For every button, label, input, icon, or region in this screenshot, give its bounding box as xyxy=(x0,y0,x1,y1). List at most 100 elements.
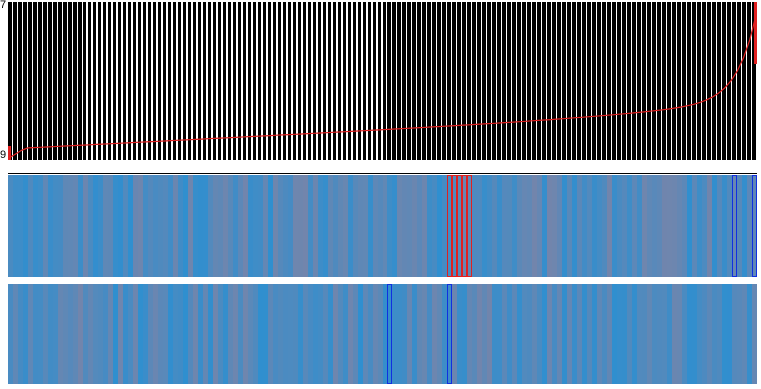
bar xyxy=(672,2,676,160)
bar xyxy=(277,2,282,160)
bar xyxy=(97,2,102,160)
stripe xyxy=(322,175,329,277)
stripe xyxy=(487,284,493,384)
bar xyxy=(737,2,741,160)
stripe xyxy=(537,284,543,384)
stripe xyxy=(442,284,448,384)
stripe xyxy=(697,284,703,384)
stripe xyxy=(327,284,334,384)
stripe xyxy=(702,284,708,384)
bar xyxy=(702,2,706,160)
red-highlight-box[interactable] xyxy=(462,175,468,277)
stripe xyxy=(67,175,74,277)
stripe xyxy=(697,175,703,277)
blue-highlight-box[interactable] xyxy=(732,175,737,277)
stripe xyxy=(332,175,339,277)
stripe xyxy=(92,284,99,384)
stripe xyxy=(172,284,179,384)
stripe xyxy=(397,175,404,277)
stripe xyxy=(387,284,394,384)
red-highlight-box[interactable] xyxy=(447,175,453,277)
stripe xyxy=(97,175,104,277)
stripe xyxy=(232,175,239,277)
stripe xyxy=(382,175,389,277)
stripe xyxy=(657,175,663,277)
stripe xyxy=(372,284,379,384)
bar xyxy=(582,2,586,160)
blue-highlight-box[interactable] xyxy=(387,284,393,384)
stripe xyxy=(482,284,488,384)
bar xyxy=(137,2,142,160)
stripe xyxy=(32,175,39,277)
stripe xyxy=(457,175,463,277)
stripe xyxy=(42,175,49,277)
stripe xyxy=(142,284,149,384)
stripe xyxy=(752,284,757,384)
stripe xyxy=(622,284,628,384)
bar xyxy=(677,2,681,160)
stripe xyxy=(177,175,184,277)
red-highlight-box[interactable] xyxy=(457,175,463,277)
bar xyxy=(147,2,152,160)
stripe xyxy=(717,284,723,384)
bar xyxy=(627,2,631,160)
stripe xyxy=(187,284,194,384)
bar xyxy=(62,2,67,160)
bar xyxy=(607,2,611,160)
stripe xyxy=(347,284,354,384)
stripe xyxy=(397,284,404,384)
stripe xyxy=(677,175,683,277)
bar xyxy=(12,2,17,160)
stripe xyxy=(707,284,713,384)
stripe xyxy=(317,175,324,277)
stripe xyxy=(217,284,224,384)
bar xyxy=(367,2,372,160)
stripe xyxy=(387,175,394,277)
bar xyxy=(622,2,626,160)
stripe xyxy=(472,175,478,277)
red-highlight-box[interactable] xyxy=(467,175,473,277)
bar xyxy=(732,2,736,160)
bar xyxy=(707,2,711,160)
stripe xyxy=(147,175,154,277)
stripe xyxy=(132,284,139,384)
stripe xyxy=(382,284,389,384)
stripe xyxy=(462,175,468,277)
bar xyxy=(197,2,202,160)
red-highlight-box[interactable] xyxy=(452,175,458,277)
bar xyxy=(127,2,132,160)
bar xyxy=(342,2,347,160)
stripe xyxy=(192,175,199,277)
stripe xyxy=(112,175,119,277)
bar xyxy=(232,2,237,160)
bar xyxy=(262,2,267,160)
bar xyxy=(32,2,37,160)
stripe xyxy=(37,284,44,384)
bar xyxy=(67,2,72,160)
bar xyxy=(747,2,751,160)
stripe xyxy=(657,284,663,384)
bar xyxy=(637,2,641,160)
bar xyxy=(87,2,92,160)
bar xyxy=(587,2,591,160)
bar xyxy=(422,2,427,160)
bar xyxy=(22,2,27,160)
bar xyxy=(427,2,432,160)
stripe xyxy=(392,284,399,384)
bar xyxy=(57,2,62,160)
bar xyxy=(517,2,521,160)
stripe xyxy=(747,175,753,277)
stripe xyxy=(157,284,164,384)
bar xyxy=(192,2,197,160)
stripe xyxy=(27,284,34,384)
bar xyxy=(77,2,82,160)
bar xyxy=(257,2,262,160)
y-max-label: 7 xyxy=(0,0,7,11)
stripe xyxy=(82,284,89,384)
blue-highlight-box[interactable] xyxy=(447,284,453,384)
stripe xyxy=(742,175,748,277)
blue-highlight-box[interactable] xyxy=(752,175,757,277)
bar xyxy=(462,2,466,160)
stripe xyxy=(487,175,493,277)
stripe xyxy=(207,175,214,277)
